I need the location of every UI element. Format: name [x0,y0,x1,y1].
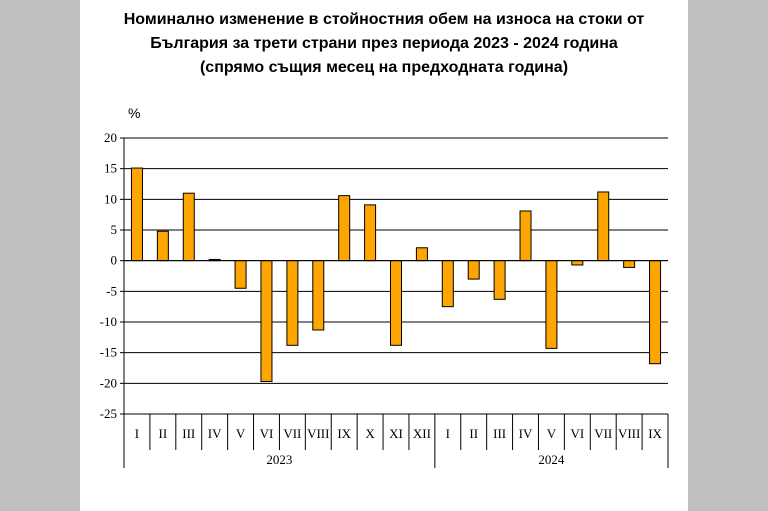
bar [312,260,325,331]
x-tick-label: V [236,426,246,441]
y-tick-label: -15 [100,345,117,360]
chart-title: Номинално изменение в стойностния обем н… [0,8,768,80]
title-line-1: Номинално изменение в стойностния обем н… [123,11,645,28]
y-tick-label: 20 [104,130,117,145]
bar [545,260,558,349]
bar [364,204,377,262]
bar [234,260,247,289]
x-tick-label: VIII [618,426,640,441]
x-tick-label: X [365,426,375,441]
group-label: 2023 [266,452,292,467]
y-tick-label: 5 [111,222,118,237]
x-tick-label: I [135,426,139,441]
title-line-3: (спрямо същия месец на предходната годин… [199,59,569,76]
x-tick-label: IX [648,426,662,441]
x-tick-label: III [493,426,506,441]
group-label: 2024 [538,452,565,467]
y-axis-unit-label: % [128,105,140,121]
x-tick-label: VI [260,426,274,441]
bar [182,192,195,262]
bar [338,195,351,262]
bar [130,167,143,262]
x-tick-label: IX [337,426,351,441]
y-tick-label: -25 [100,406,117,421]
x-tick-label: XII [413,426,431,441]
x-tick-label: VII [283,426,301,441]
x-tick-label: V [547,426,557,441]
y-tick-label: -20 [100,375,117,390]
x-tick-label: III [182,426,195,441]
bar [467,260,480,280]
bar [649,260,662,365]
chart-panel [80,0,688,511]
x-tick-label: I [446,426,450,441]
bar [156,230,169,262]
x-tick-label: IV [208,426,222,441]
y-tick-label: -10 [100,314,117,329]
bar [260,260,273,382]
bar [571,260,584,266]
x-tick-label: II [469,426,478,441]
bar [390,260,402,346]
y-tick-label: 10 [104,191,117,206]
bar [286,260,299,346]
bar [597,191,610,262]
y-tick-label: -5 [106,283,117,298]
x-tick-label: IV [519,426,533,441]
x-tick-label: VII [594,426,612,441]
bar [623,260,636,268]
x-tick-label: II [159,426,168,441]
bar [415,247,428,262]
x-tick-label: XI [389,426,403,441]
x-tick-label: VI [570,426,584,441]
title-line-2: България за трети страни през периода 20… [150,35,618,52]
bar [519,210,532,262]
y-tick-label: 0 [111,253,118,268]
y-tick-label: 15 [104,161,117,176]
x-tick-label: VIII [307,426,329,441]
bar [493,260,506,300]
bar [441,260,454,308]
